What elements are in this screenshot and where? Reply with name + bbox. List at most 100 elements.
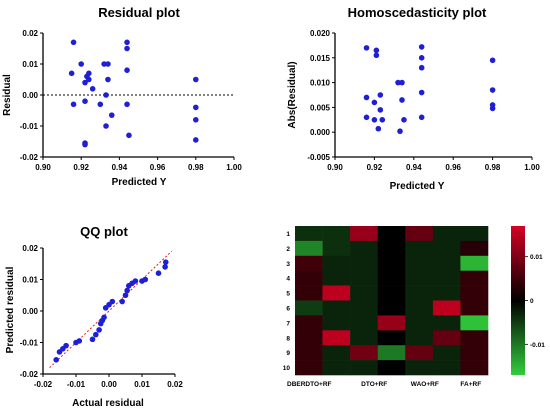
residual-plot-point xyxy=(86,76,92,83)
heatmap-cell xyxy=(377,240,406,257)
qq-plot-point xyxy=(122,292,129,299)
qq-plot-x-tick-label: 0.02 xyxy=(167,380,183,389)
homoscedasticity-plot-x-tick-label: 0.98 xyxy=(485,163,501,172)
heatmap-cell xyxy=(405,300,434,316)
heatmap-row-label: 6 xyxy=(286,305,290,312)
heatmap-cell xyxy=(377,285,406,301)
heatmap-cell xyxy=(460,315,489,331)
residual-plot-x-tick-label: 0.90 xyxy=(35,163,51,172)
residual-plot-y-tick-label: -0.02 xyxy=(20,153,39,162)
residual-plot-point xyxy=(124,67,130,73)
heatmap-row-label: 10 xyxy=(283,365,291,372)
heatmap-cell xyxy=(295,226,323,242)
heatmap-row-label: 7 xyxy=(286,320,290,327)
homoscedasticity-plot-point xyxy=(373,52,380,59)
residual-plot-x-tick-label: 0.98 xyxy=(188,163,204,172)
heatmap-cell xyxy=(432,255,461,271)
homoscedasticity-plot-panel: Homoscedasticity plot Abs(Residual) Pred… xyxy=(287,5,540,192)
homoscedasticity-plot-y-tick-label: 0.010 xyxy=(310,79,331,88)
homoscedasticity-plot-x-tick-label: 0.90 xyxy=(327,163,343,172)
heatmap-cell xyxy=(377,330,406,346)
residual-plot-point xyxy=(82,98,88,104)
homoscedasticity-plot-x-tick-label: 0.96 xyxy=(445,163,461,172)
heatmap-column-label: DTO+RF xyxy=(361,381,387,388)
heatmap-cell xyxy=(322,300,351,316)
colorbar xyxy=(511,226,525,375)
residual-plot-y-tick-label: 0.00 xyxy=(22,91,38,100)
heatmap-cell xyxy=(350,270,379,286)
homoscedasticity-plot-point xyxy=(489,105,496,112)
heatmap-cell xyxy=(460,330,489,346)
heatmap-cell xyxy=(350,345,379,361)
heatmap-cell xyxy=(432,270,461,286)
homoscedasticity-plot-title: Homoscedasticity plot xyxy=(348,5,487,20)
residual-plot-point xyxy=(193,117,199,123)
heatmap-cell xyxy=(405,315,434,331)
homoscedasticity-plot-x-tick-label: 0.92 xyxy=(367,163,383,172)
qq-plot-point xyxy=(162,259,169,265)
homoscedasticity-plot-point xyxy=(363,45,370,51)
heatmap-cell xyxy=(377,300,406,316)
qq-plot-point xyxy=(109,298,116,305)
residual-plot-point xyxy=(103,92,109,98)
residual-plot-y-tick-label: 0.01 xyxy=(22,60,38,69)
heatmap-cell xyxy=(350,240,379,257)
qq-plot-x-tick-label: -0.02 xyxy=(34,380,53,389)
heatmap-cell xyxy=(460,240,489,257)
homoscedasticity-plot-point xyxy=(371,117,378,123)
residual-plot-point xyxy=(105,76,111,83)
heatmap-cell xyxy=(322,315,351,331)
qq-plot-point xyxy=(162,264,168,270)
heatmap-cell xyxy=(405,345,434,361)
qq-plot-point xyxy=(96,327,102,333)
heatmap-row-label: 8 xyxy=(286,335,290,342)
homoscedasticity-plot-y-tick-label: 0.000 xyxy=(310,128,331,137)
homoscedasticity-plot-point xyxy=(397,128,403,135)
qq-plot-point xyxy=(101,314,107,321)
heatmap-cell xyxy=(432,226,461,242)
qq-plot-title: QQ plot xyxy=(80,224,128,239)
heatmap-cell xyxy=(405,240,434,257)
residual-plot-point xyxy=(126,132,132,139)
residual-plot-point xyxy=(108,112,115,118)
heatmap-cell xyxy=(295,345,323,361)
homoscedasticity-plot-point xyxy=(399,79,405,86)
heatmap-cell xyxy=(377,255,406,271)
heatmap-cell xyxy=(377,226,406,242)
homoscedasticity-plot-point xyxy=(363,114,370,121)
heatmap-cell xyxy=(322,345,351,361)
heatmap-cell xyxy=(432,360,461,376)
colorbar-tick-label: 0 xyxy=(530,298,534,305)
residual-plot-point xyxy=(82,141,88,148)
homoscedasticity-plot-point xyxy=(375,125,382,132)
residual-plot-x-tick-label: 1.00 xyxy=(226,163,242,172)
heatmap-cell xyxy=(432,240,461,257)
heatmap-cell xyxy=(350,285,379,301)
heatmap-cell xyxy=(322,285,351,301)
qq-plot-x-tick-label: 0.01 xyxy=(134,380,150,389)
qq-plot-point xyxy=(142,276,149,283)
qq-plot-y-tick-label: -0.02 xyxy=(20,370,39,379)
qq-plot-point xyxy=(76,338,83,344)
heatmap-cell xyxy=(432,285,461,301)
homoscedasticity-plot-point xyxy=(373,47,380,54)
heatmap-cell xyxy=(377,270,406,286)
homoscedasticity-plot-point xyxy=(489,87,496,93)
heatmap-cell xyxy=(432,345,461,361)
qq-plot-y-tick-label: -0.01 xyxy=(20,339,39,348)
heatmap-row-label: 4 xyxy=(286,276,290,283)
heatmap-cell xyxy=(350,315,379,331)
heatmap-cell xyxy=(405,226,434,242)
homoscedasticity-plot-point xyxy=(418,44,425,50)
residual-plot-point xyxy=(124,45,130,52)
homoscedasticity-plot-xlabel: Predicted Y xyxy=(390,181,445,192)
residual-plot-point xyxy=(124,39,130,46)
heatmap-cell xyxy=(350,255,379,271)
homoscedasticity-plot-point xyxy=(363,94,370,101)
heatmap-cell xyxy=(322,330,351,346)
homoscedasticity-plot-point xyxy=(418,114,425,121)
qq-plot-point xyxy=(93,331,99,338)
qq-plot-point xyxy=(155,270,162,277)
residual-plot-x-tick-label: 0.92 xyxy=(73,163,89,172)
